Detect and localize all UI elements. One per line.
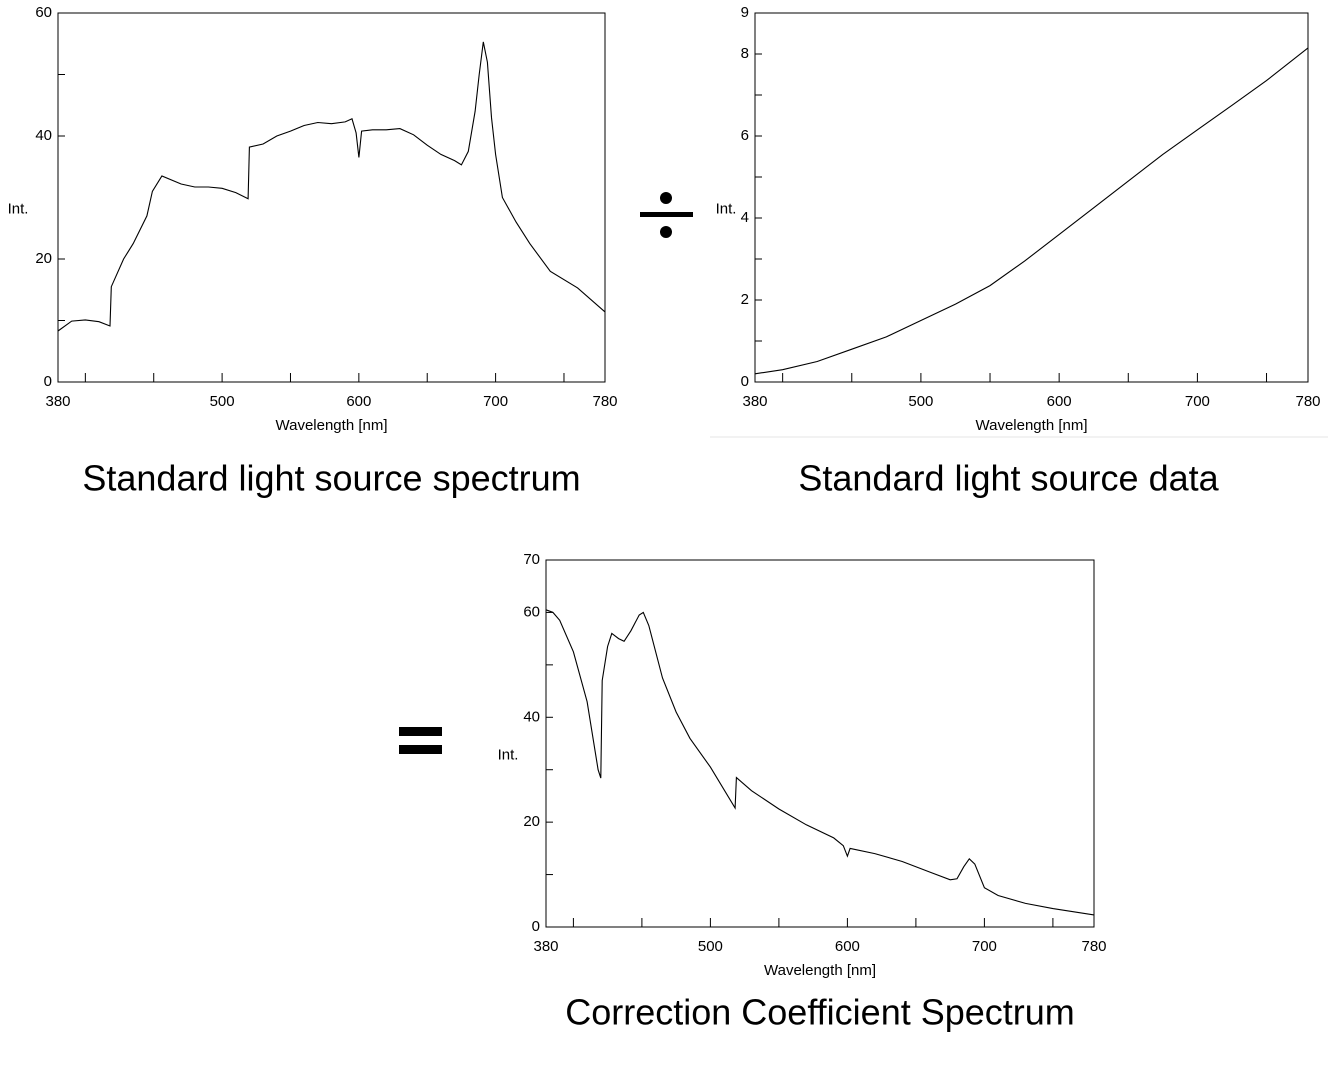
x-tick-label: 700 bbox=[1185, 393, 1210, 410]
x-tick-label: 780 bbox=[592, 393, 617, 410]
x-tick-label: 600 bbox=[1047, 393, 1072, 410]
x-axis-label: Wavelength [nm] bbox=[764, 962, 876, 979]
x-axis-label: Wavelength [nm] bbox=[976, 417, 1088, 434]
y-tick-label: 40 bbox=[523, 708, 540, 725]
x-tick-label: 780 bbox=[1081, 938, 1106, 955]
y-tick-label: 2 bbox=[741, 291, 749, 308]
chart-caption: Standard light source data bbox=[798, 458, 1219, 499]
spectrum-line bbox=[754, 47, 1309, 375]
y-tick-label: 60 bbox=[35, 4, 52, 21]
y-tick-label: 70 bbox=[523, 551, 540, 568]
plot-frame bbox=[57, 12, 606, 383]
chart-caption: Correction Coefficient Spectrum bbox=[565, 992, 1075, 1033]
x-tick-label: 700 bbox=[483, 393, 508, 410]
y-tick-label: 6 bbox=[741, 127, 749, 144]
y-tick-label: 0 bbox=[741, 373, 749, 390]
y-tick-label: 8 bbox=[741, 45, 749, 62]
divide-dot bbox=[660, 226, 672, 238]
x-tick-label: 700 bbox=[972, 938, 997, 955]
y-tick-label: 40 bbox=[35, 127, 52, 144]
y-tick-label: 9 bbox=[741, 4, 749, 21]
divide-sign bbox=[640, 192, 693, 238]
y-tick-label: 0 bbox=[44, 373, 52, 390]
x-tick-label: 600 bbox=[835, 938, 860, 955]
y-tick-label: 60 bbox=[523, 603, 540, 620]
y-tick-label: 20 bbox=[35, 250, 52, 267]
x-tick-label: 380 bbox=[533, 938, 558, 955]
equals-bar bbox=[399, 727, 442, 736]
spectrum-line bbox=[57, 41, 606, 332]
spectrum-line bbox=[545, 609, 1095, 916]
divide-bar bbox=[640, 212, 693, 217]
x-tick-label: 380 bbox=[742, 393, 767, 410]
x-tick-label: 600 bbox=[346, 393, 371, 410]
y-axis-label: Int. bbox=[8, 200, 29, 217]
y-tick-label: 4 bbox=[741, 209, 749, 226]
plot-frame bbox=[754, 12, 1309, 383]
chart-caption: Standard light source spectrum bbox=[82, 458, 580, 499]
equals-bar bbox=[399, 745, 442, 754]
y-tick-label: 0 bbox=[532, 918, 540, 935]
divide-dot bbox=[660, 192, 672, 204]
x-tick-label: 500 bbox=[210, 393, 235, 410]
x-tick-label: 500 bbox=[908, 393, 933, 410]
x-tick-label: 780 bbox=[1295, 393, 1320, 410]
plot-frame bbox=[545, 559, 1095, 928]
x-tick-label: 380 bbox=[45, 393, 70, 410]
y-axis-label: Int. bbox=[716, 200, 737, 217]
x-axis-label: Wavelength [nm] bbox=[276, 417, 388, 434]
x-tick-label: 500 bbox=[698, 938, 723, 955]
y-tick-label: 20 bbox=[523, 813, 540, 830]
y-axis-label: Int. bbox=[498, 746, 519, 763]
equals-sign bbox=[399, 727, 442, 754]
